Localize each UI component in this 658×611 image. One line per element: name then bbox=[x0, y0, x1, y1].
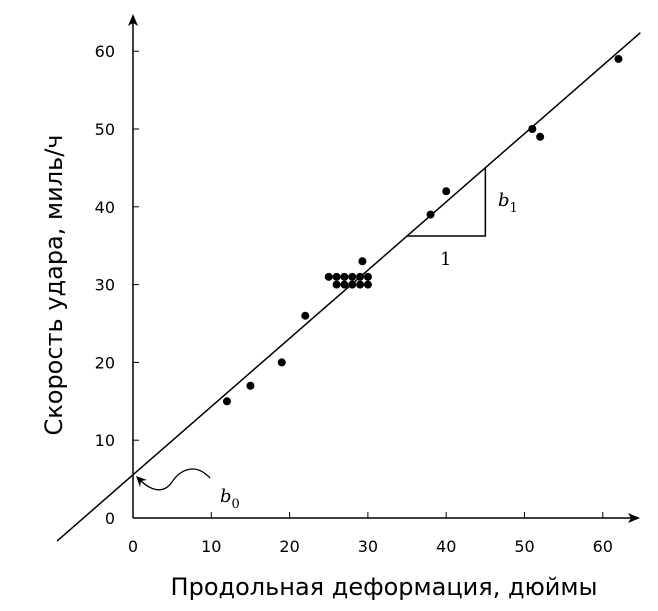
slope-triangle bbox=[407, 167, 487, 237]
regression-line bbox=[56, 32, 641, 542]
y-axis-arrow bbox=[128, 14, 138, 26]
data-point bbox=[363, 272, 372, 281]
x-axis-arrow bbox=[628, 513, 640, 523]
y-axis-label: Скорость удара, миль/ч bbox=[40, 135, 68, 436]
data-point bbox=[363, 280, 372, 289]
data-point bbox=[348, 280, 357, 289]
y-tick-label: 20 bbox=[95, 353, 115, 372]
slope-rise-label: b1 bbox=[498, 190, 518, 216]
intercept-label: b0 bbox=[220, 486, 240, 512]
x-tick-label: 0 bbox=[128, 537, 138, 556]
data-point bbox=[332, 280, 341, 289]
data-point bbox=[277, 358, 286, 367]
x-tick-label: 50 bbox=[514, 537, 534, 556]
y-tick-label: 10 bbox=[95, 431, 115, 450]
data-point bbox=[340, 272, 349, 281]
x-tick-label: 40 bbox=[436, 537, 456, 556]
data-point bbox=[246, 381, 255, 390]
data-point bbox=[442, 187, 451, 196]
data-point bbox=[340, 280, 349, 289]
intercept-pointer bbox=[139, 468, 211, 491]
x-axis-label: Продольная деформация, дюймы bbox=[171, 573, 598, 601]
y-tick-label: 30 bbox=[95, 276, 115, 295]
data-point bbox=[536, 132, 545, 141]
data-point bbox=[222, 397, 231, 406]
intercept-pointer-arrowhead bbox=[136, 476, 147, 487]
y-tick-label: 50 bbox=[95, 120, 115, 139]
y-tick-label: 0 bbox=[105, 509, 115, 528]
data-point bbox=[301, 311, 310, 320]
x-tick-label: 20 bbox=[279, 537, 299, 556]
y-tick-label: 40 bbox=[95, 198, 115, 217]
data-point bbox=[324, 272, 333, 281]
data-point bbox=[356, 280, 365, 289]
data-point bbox=[426, 210, 435, 219]
data-point bbox=[358, 257, 367, 266]
x-tick-label: 10 bbox=[201, 537, 221, 556]
data-point bbox=[614, 54, 623, 63]
data-point bbox=[332, 272, 341, 281]
y-tick-label: 60 bbox=[95, 42, 115, 61]
data-point bbox=[356, 272, 365, 281]
data-point bbox=[348, 272, 357, 281]
x-tick-label: 60 bbox=[593, 537, 613, 556]
slope-run-label: 1 bbox=[440, 249, 451, 270]
x-tick-label: 30 bbox=[358, 537, 378, 556]
data-point bbox=[528, 125, 537, 133]
